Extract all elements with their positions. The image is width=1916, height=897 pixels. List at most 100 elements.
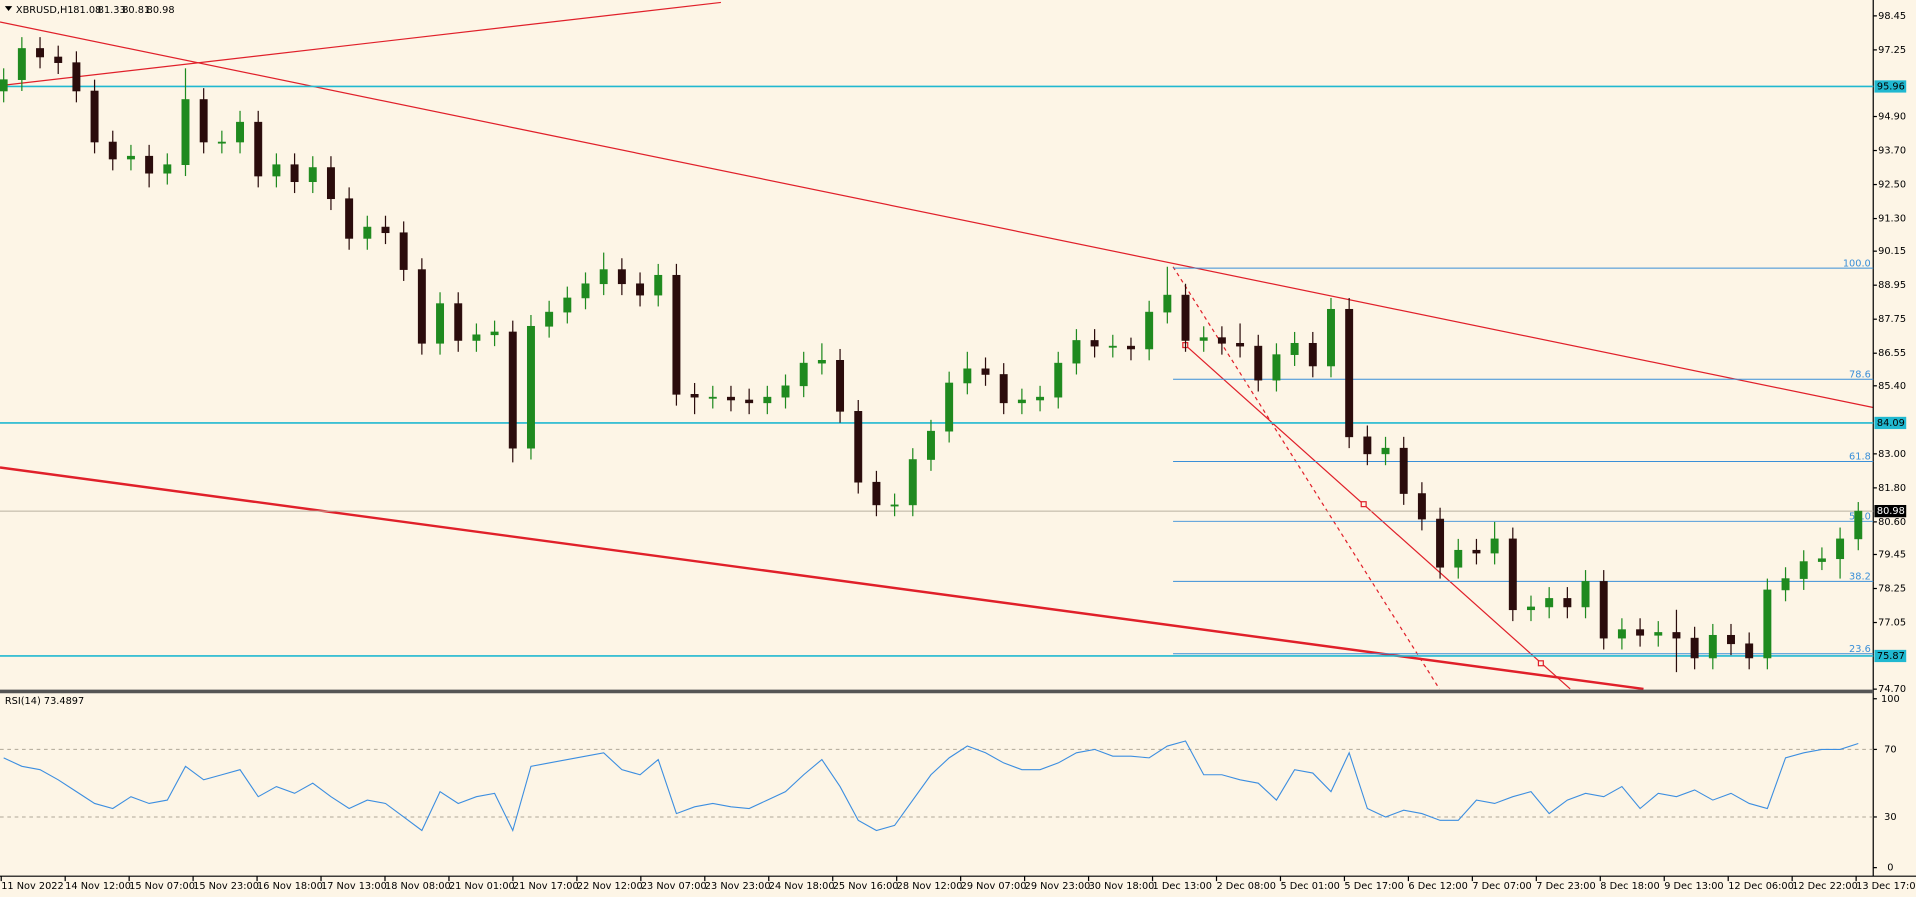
y-tick-label: 85.40	[1878, 381, 1906, 392]
candle-body	[1381, 447, 1390, 455]
x-tick-label: 23 Nov 23:00	[705, 881, 771, 892]
candle-body	[90, 90, 99, 143]
candle-body	[1599, 581, 1608, 639]
y-tick-label: 88.95	[1878, 280, 1906, 291]
candle-body	[0, 79, 8, 92]
candle-body	[981, 368, 990, 375]
y-tick-label: 86.55	[1878, 348, 1906, 359]
rsi-title: RSI(14) 73.4897	[5, 696, 84, 707]
candle-body	[1199, 337, 1208, 341]
candle-body	[1127, 345, 1135, 350]
y-tick-label: 70	[1884, 744, 1896, 755]
candle-body	[72, 62, 81, 92]
candle-body	[617, 269, 626, 285]
candle-body	[1399, 447, 1408, 494]
fib-label: 38.2	[1849, 572, 1871, 583]
candle-body	[636, 283, 645, 296]
rsi-line	[3, 740, 1859, 833]
header-value: 80.81	[122, 5, 150, 16]
x-tick-label: 7 Dec 23:00	[1536, 881, 1595, 892]
candle-body	[654, 274, 663, 296]
y-tick-label: 81.80	[1878, 483, 1906, 494]
x-tick-label: 15 Nov 23:00	[193, 881, 259, 892]
candle-body	[1799, 561, 1808, 579]
candle-body	[1145, 311, 1154, 350]
candle-body	[1781, 578, 1790, 591]
candle-body	[1727, 634, 1735, 645]
fib-label: 61.8	[1849, 452, 1871, 463]
x-tick-label: 30 Nov 18:00	[1089, 881, 1155, 892]
level-tag	[1874, 649, 1907, 663]
current-price-tag	[1874, 504, 1907, 518]
candle-body	[1508, 538, 1517, 611]
candle-body	[508, 331, 517, 449]
y-tick-label: 80.60	[1878, 517, 1906, 528]
candle-body	[1636, 629, 1645, 636]
y-tick-label: 93.70	[1878, 146, 1906, 157]
anchor[interactable]	[1360, 501, 1367, 508]
candle-body	[326, 167, 335, 200]
header-value: 81.08	[73, 5, 101, 16]
y-tick-label: 77.05	[1878, 618, 1906, 629]
fib-label: 100.0	[1843, 258, 1871, 269]
x-tick-label: 17 Nov 13:00	[321, 881, 387, 892]
y-tick-label: 92.50	[1878, 180, 1906, 191]
candle-body	[1436, 518, 1445, 568]
y-tick-label: 97.25	[1878, 45, 1906, 56]
candle-body	[781, 385, 790, 398]
x-tick-label: 16 Nov 18:00	[257, 881, 323, 892]
candle-body	[199, 99, 208, 143]
level-label: 84.09	[1877, 418, 1905, 429]
candle-body	[1581, 581, 1590, 608]
candle-body	[1745, 643, 1754, 659]
x-tick-label: 2 Dec 08:00	[1217, 881, 1276, 892]
current-price-label: 80.98	[1877, 506, 1905, 517]
x-tick-label: 29 Nov 23:00	[1025, 881, 1091, 892]
candle-body	[436, 303, 445, 344]
candle-body	[1181, 294, 1190, 341]
candle-body	[1290, 342, 1299, 355]
x-tick-label: 6 Dec 12:00	[1408, 881, 1467, 892]
y-tick-label: 94.90	[1878, 112, 1906, 123]
candle-body	[1817, 558, 1826, 562]
x-tick-label: 1 Dec 13:00	[1153, 881, 1212, 892]
trend-line[interactable]	[0, 1, 722, 87]
candle-body	[1254, 345, 1263, 381]
level-label: 95.96	[1877, 81, 1905, 92]
candle-body	[290, 164, 299, 183]
x-tick-label: 7 Dec 07:00	[1472, 881, 1531, 892]
candle-body	[690, 394, 699, 398]
candle-body	[872, 481, 881, 506]
candle-body	[1272, 354, 1281, 381]
trend-line[interactable]	[0, 466, 1644, 691]
x-tick-label: 18 Nov 08:00	[385, 881, 451, 892]
level-tag	[1874, 416, 1907, 430]
candle-body	[217, 141, 226, 144]
trend-line[interactable]	[1184, 344, 1571, 690]
level-label: 75.87	[1877, 651, 1905, 662]
candle-body	[1308, 342, 1317, 367]
candle-body	[581, 283, 590, 299]
chart-header: XBRUSD,H1	[16, 5, 74, 16]
x-tick-label: 8 Dec 18:00	[1600, 881, 1659, 892]
candle-body	[1836, 538, 1845, 560]
candle-body	[1490, 538, 1499, 554]
fib-trend-line[interactable]	[1172, 266, 1440, 690]
candle-body	[599, 269, 608, 285]
x-tick-label: 22 Nov 12:00	[577, 881, 643, 892]
candle-body	[963, 368, 972, 384]
candle-body	[1654, 632, 1663, 636]
x-tick-label: 5 Dec 17:00	[1344, 881, 1403, 892]
candle-body	[1345, 308, 1354, 438]
x-tick-label: 12 Dec 22:00	[1792, 881, 1858, 892]
x-tick-label: 15 Nov 07:00	[129, 881, 195, 892]
anchor[interactable]	[1537, 660, 1544, 667]
y-tick-label: 98.45	[1878, 11, 1906, 22]
candle-body	[817, 359, 826, 364]
candle-body	[1054, 362, 1063, 398]
candle-body	[472, 334, 481, 341]
menu-arrow[interactable]	[4, 6, 13, 12]
y-tick-label: 30	[1884, 812, 1896, 823]
candle-body	[1217, 337, 1226, 344]
